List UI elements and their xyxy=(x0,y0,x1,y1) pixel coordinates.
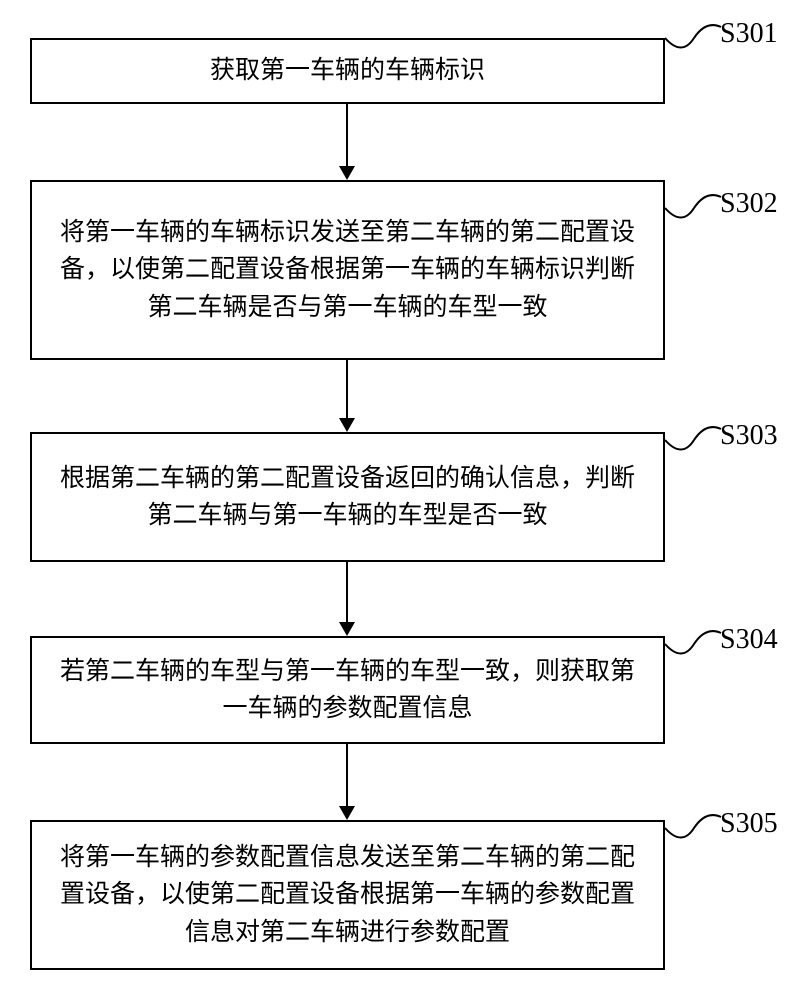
flow-node-text: 获取第一车辆的车辆标识 xyxy=(210,52,485,90)
flow-node-text: 根据第二车辆的第二配置设备返回的确认信息，判断第二车辆与第一车辆的车型是否一致 xyxy=(52,460,643,535)
flow-node-text: 将第一车辆的车辆标识发送至第二车辆的第二配置设备，以使第二配置设备根据第一车辆的… xyxy=(52,214,643,327)
flow-node-s305: 将第一车辆的参数配置信息发送至第二车辆的第二配置设备，以使第二配置设备根据第一车… xyxy=(30,820,665,970)
callout-curve xyxy=(664,424,722,462)
connector xyxy=(346,360,348,418)
connector xyxy=(346,562,348,622)
arrowhead-icon xyxy=(339,622,355,636)
callout-curve xyxy=(664,812,722,850)
callout-curve xyxy=(664,22,722,60)
flow-node-text: 若第二车辆的车型与第一车辆的车型一致，则获取第一车辆的参数配置信息 xyxy=(52,653,643,728)
step-label-s302: S302 xyxy=(720,188,778,220)
callout-curve xyxy=(664,628,722,666)
flowchart-canvas: 获取第一车辆的车辆标识 S301 将第一车辆的车辆标识发送至第二车辆的第二配置设… xyxy=(0,0,810,1000)
callout-curve xyxy=(664,192,722,230)
flow-node-s301: 获取第一车辆的车辆标识 xyxy=(30,38,665,104)
arrowhead-icon xyxy=(339,418,355,432)
connector xyxy=(346,104,348,166)
step-label-s301: S301 xyxy=(720,18,778,50)
connector xyxy=(346,744,348,806)
flow-node-s302: 将第一车辆的车辆标识发送至第二车辆的第二配置设备，以使第二配置设备根据第一车辆的… xyxy=(30,180,665,360)
step-label-s304: S304 xyxy=(720,624,778,656)
arrowhead-icon xyxy=(339,166,355,180)
flow-node-s303: 根据第二车辆的第二配置设备返回的确认信息，判断第二车辆与第一车辆的车型是否一致 xyxy=(30,432,665,562)
step-label-s303: S303 xyxy=(720,420,778,452)
step-label-s305: S305 xyxy=(720,808,778,840)
flow-node-text: 将第一车辆的参数配置信息发送至第二车辆的第二配置设备，以使第二配置设备根据第一车… xyxy=(52,839,643,952)
arrowhead-icon xyxy=(339,806,355,820)
flow-node-s304: 若第二车辆的车型与第一车辆的车型一致，则获取第一车辆的参数配置信息 xyxy=(30,636,665,744)
